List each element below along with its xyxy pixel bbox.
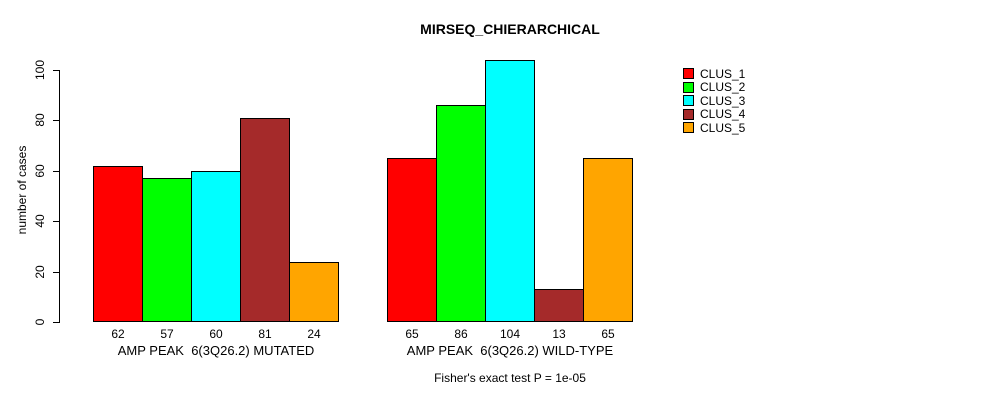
legend-series-name: CLUS_4 [700,107,746,121]
legend-item: CLUS_1 [683,66,746,81]
legend-swatch [683,68,694,79]
bar [387,158,437,322]
bar-value-label: 81 [258,327,272,341]
y-axis-tick [53,171,59,172]
bar-value-label: 62 [111,327,125,341]
y-axis-tick [53,221,59,222]
legend-item: CLUS_2 [683,80,746,94]
legend-series-name: CLUS_1 [700,66,746,81]
bar-value-label: 104 [499,327,521,341]
bar-value-label: 57 [160,327,174,341]
bar-value-label: 13 [552,327,566,341]
y-axis-tick-label: 80 [33,113,47,127]
y-axis-tick-label: 100 [33,59,47,81]
legend-swatch [683,108,694,120]
bar [240,118,290,322]
x-axis-group-label: AMP PEAK 6(3Q26.2) WILD-TYPE [406,343,614,358]
legend-swatch [683,122,694,133]
bar [142,178,192,322]
y-axis-tick [53,322,59,323]
legend-item: CLUS_4 [683,107,746,121]
legend-item: CLUS_5 [683,120,746,135]
bar-value-label: 65 [405,327,419,341]
x-axis-group-label: AMP PEAK 6(3Q26.2) MUTATED [117,343,315,358]
y-axis-tick-label: 40 [33,214,47,228]
bar [289,262,339,322]
legend-series-name: CLUS_5 [700,120,746,135]
y-axis-tick-label: 20 [33,265,47,279]
y-axis-tick [53,120,59,121]
bar [436,105,486,322]
legend-swatch [683,81,694,93]
bar-value-label: 60 [209,327,223,341]
y-axis-tick [53,272,59,273]
y-axis-tick [53,70,59,71]
bar-value-label: 65 [601,327,615,341]
chart-title: MIRSEQ_CHIERARCHICAL [420,21,600,37]
y-axis-tick-label: 60 [33,164,47,178]
legend-item: CLUS_3 [683,93,746,108]
bar-value-label: 86 [454,327,468,341]
bar [485,60,535,322]
y-axis-line [59,70,60,323]
y-axis-label: number of cases [15,145,29,235]
y-axis-tick-label: 0 [33,318,47,326]
bar [534,289,584,322]
bar [191,171,241,322]
bar-value-label: 24 [307,327,321,341]
bar [583,158,633,322]
annotation-text: Fisher's exact test P = 1e-05 [434,371,586,385]
legend-series-name: CLUS_2 [700,80,746,94]
legend-swatch [683,95,694,106]
bar [93,166,143,322]
legend-series-name: CLUS_3 [700,93,746,108]
